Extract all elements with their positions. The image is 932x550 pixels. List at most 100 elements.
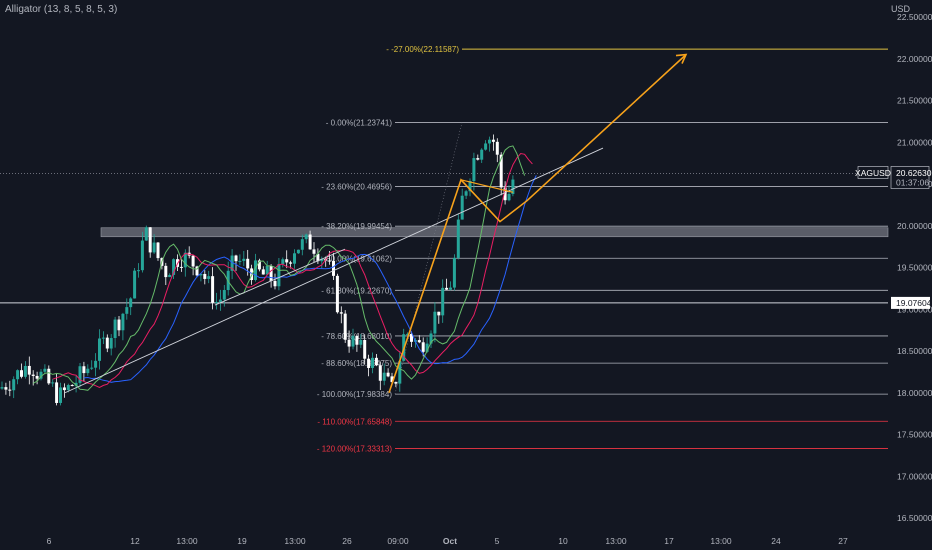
- candle-body: [133, 270, 137, 299]
- x-tick-label: 17: [664, 536, 674, 546]
- candle-body: [367, 358, 371, 368]
- candle-body: [433, 311, 437, 334]
- candle-body: [484, 143, 488, 150]
- candle-body: [491, 139, 495, 142]
- y-tick-label: 19.00000: [897, 304, 932, 314]
- candle-body: [495, 141, 499, 155]
- candle-body: [172, 259, 176, 275]
- candle-body: [394, 382, 398, 384]
- x-tick-label: 09:00: [387, 536, 409, 546]
- candle-body: [0, 387, 4, 389]
- projection-arrowhead: [675, 53, 688, 64]
- projection-path: [388, 54, 687, 394]
- candle-body: [70, 385, 74, 387]
- indicator-label[interactable]: Alligator (13, 8, 5, 8, 5, 3): [5, 4, 118, 15]
- candle-body: [374, 357, 378, 366]
- candle-body: [289, 262, 293, 264]
- marked-price-tag: [891, 296, 930, 309]
- fib-label: - 0.00%(21.23741): [326, 118, 393, 127]
- candle-body: [390, 376, 394, 383]
- candle-body: [425, 343, 429, 352]
- candle-body: [90, 367, 94, 369]
- candle-body: [117, 319, 121, 331]
- x-tick-label: 6: [47, 536, 52, 546]
- y-tick-label: 22.00000: [897, 54, 932, 64]
- candle-body: [31, 374, 35, 376]
- candle-body: [254, 260, 257, 281]
- candle-body: [285, 259, 289, 263]
- candle-body: [207, 276, 211, 279]
- alligator-lips-line: [32, 145, 526, 391]
- candle-body: [406, 333, 410, 335]
- candle-body: [312, 249, 316, 254]
- candle-body: [452, 257, 456, 288]
- candle-body: [464, 191, 468, 196]
- candle-body: [74, 382, 78, 386]
- candle-body: [148, 227, 152, 253]
- candle-body: [82, 366, 86, 374]
- x-tick-label: 12: [130, 536, 140, 546]
- candle-body: [23, 365, 27, 377]
- fib-label: - 23.60%(20.46956): [321, 183, 392, 192]
- candle-body: [335, 275, 339, 313]
- candle-body: [339, 312, 343, 314]
- candle-body: [293, 253, 296, 264]
- countdown-text: 01:37:06: [896, 177, 929, 187]
- candle-body: [152, 242, 156, 253]
- projection-leg: [460, 179, 514, 193]
- y-tick-label: 18.00000: [897, 388, 932, 398]
- x-tick-label: 24: [771, 536, 781, 546]
- candle-body: [343, 313, 347, 340]
- fib-label: - 88.60%(18.35475): [321, 359, 392, 368]
- fib-label: - 61.80%(19.22670): [321, 286, 392, 295]
- candle-body: [242, 258, 246, 261]
- candle-body: [238, 260, 242, 262]
- candle-body: [218, 299, 222, 302]
- fib-label: - 120.00%(17.33313): [317, 444, 393, 453]
- candle-body: [472, 158, 476, 182]
- x-tick-label: 13:00: [605, 536, 627, 546]
- candle-body: [94, 360, 98, 368]
- candle-body: [211, 276, 215, 303]
- candle-body: [168, 274, 172, 278]
- candle-body: [269, 266, 273, 281]
- candle-body: [363, 339, 367, 359]
- candle-body: [328, 260, 332, 262]
- candle-body: [429, 333, 433, 344]
- candle-body: [468, 181, 472, 192]
- candle-body: [246, 258, 250, 269]
- candle-body: [51, 382, 55, 384]
- candle-body: [488, 139, 491, 144]
- candle-body: [47, 368, 51, 384]
- candle-body: [20, 370, 23, 377]
- trend-line: [64, 147, 604, 394]
- candle-body: [98, 338, 101, 361]
- x-tick-label: 5: [495, 536, 500, 546]
- candle-body: [456, 219, 460, 258]
- candle-body: [257, 260, 261, 270]
- candle-body: [4, 387, 8, 390]
- candle-body: [507, 193, 511, 201]
- candle-body: [78, 366, 82, 383]
- candle-body: [300, 239, 304, 250]
- candle-body: [347, 339, 351, 347]
- candle-body: [43, 368, 47, 372]
- y-tick-label: 22.50000: [897, 12, 932, 22]
- candle-body: [445, 287, 449, 290]
- y-tick-label: 21.00000: [897, 137, 932, 147]
- candle-body: [320, 258, 324, 262]
- x-tick-label: 13:00: [710, 536, 732, 546]
- candle-body: [277, 263, 281, 287]
- candle-body: [250, 268, 254, 281]
- candle-body: [55, 382, 59, 403]
- candle-body: [449, 287, 452, 290]
- candle-body: [12, 379, 16, 391]
- candle-body: [27, 365, 31, 375]
- candle-body: [195, 266, 199, 276]
- alligator-teeth-line: [52, 152, 533, 389]
- candle-body: [101, 337, 105, 339]
- y-tick-label: 21.50000: [897, 96, 932, 106]
- candle-body: [398, 360, 402, 384]
